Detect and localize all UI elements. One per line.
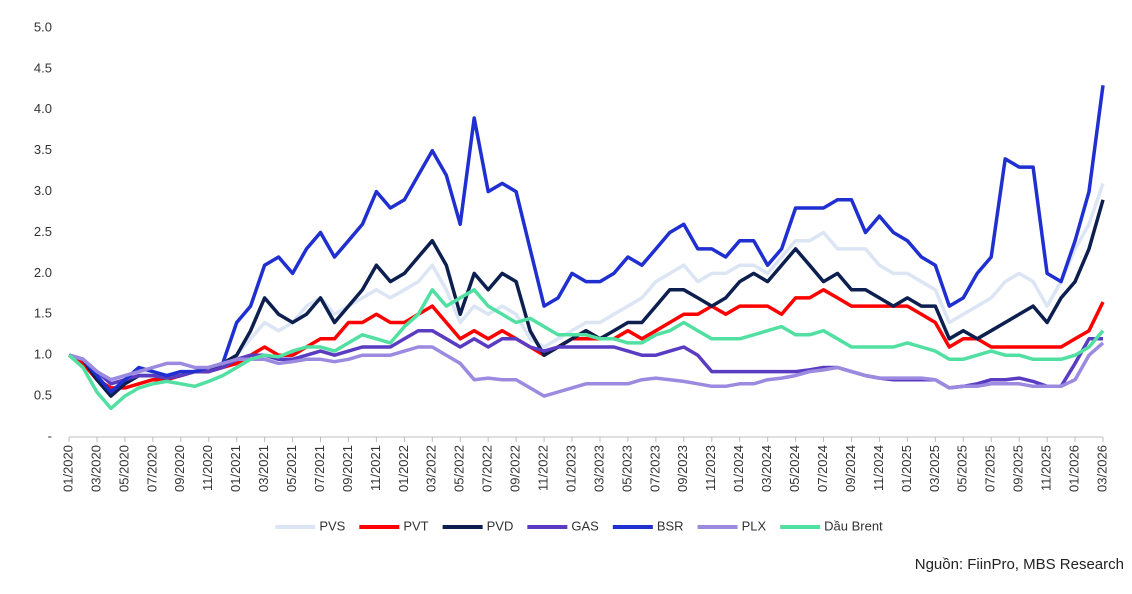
x-tick-label: 05/2025 <box>955 445 970 492</box>
legend-label: PVS <box>319 518 345 533</box>
x-tick-label: 05/2023 <box>619 445 634 492</box>
x-tick-label: 09/2023 <box>675 445 690 492</box>
x-tick-label: 03/2026 <box>1094 445 1109 492</box>
x-tick-label: 11/2023 <box>703 445 718 491</box>
series-line <box>68 85 1105 394</box>
x-tick-label: 01/2026 <box>1066 445 1081 492</box>
x-tick-label: 01/2024 <box>731 445 746 492</box>
x-tick-label: 07/2023 <box>647 445 662 492</box>
x-tick-label: 07/2024 <box>815 445 830 492</box>
x-tick-label: 01/2022 <box>396 445 411 492</box>
y-tick-label: 0.5 <box>34 388 52 403</box>
x-tick-label: 11/2024 <box>871 445 886 491</box>
source-note: Nguồn: FiinPro, MBS Research <box>915 556 1124 573</box>
x-tick-label: 11/2022 <box>536 445 551 491</box>
x-tick-label: 05/2020 <box>116 445 131 492</box>
y-tick-label: 3.5 <box>34 142 52 157</box>
x-tick-label: 01/2023 <box>563 445 578 492</box>
legend-label: GAS <box>571 518 599 533</box>
y-tick-label: 2.5 <box>34 224 52 239</box>
legend-label: PLX <box>742 518 767 533</box>
y-tick-label: - <box>48 428 52 443</box>
x-tick-label: 01/2021 <box>228 445 243 492</box>
x-tick-label: 11/2020 <box>200 445 215 491</box>
x-tick-label: 01/2020 <box>60 445 75 492</box>
x-tick-label: 07/2022 <box>480 445 495 492</box>
legend-label: BSR <box>657 518 684 533</box>
x-tick-label: 01/2025 <box>899 445 914 492</box>
x-tick-label: 11/2021 <box>368 445 383 491</box>
x-tick-label: 09/2021 <box>340 445 355 492</box>
y-tick-label: 2.0 <box>34 265 52 280</box>
x-tick-label: 03/2025 <box>927 445 942 492</box>
x-tick-label: 09/2024 <box>843 445 858 492</box>
x-tick-label: 09/2022 <box>508 445 523 492</box>
x-tick-label: 05/2021 <box>284 445 299 492</box>
y-tick-label: 3.0 <box>34 183 52 198</box>
x-tick-label: 03/2020 <box>88 445 103 492</box>
x-tick-label: 03/2024 <box>759 445 774 492</box>
x-tick-label: 05/2024 <box>787 445 802 492</box>
legend-label: PVT <box>403 518 428 533</box>
x-tick-label: 07/2021 <box>312 445 327 492</box>
x-tick-label: 07/2025 <box>983 445 998 492</box>
x-tick-label: 05/2022 <box>452 445 467 492</box>
x-tick-label: 03/2022 <box>424 445 439 492</box>
y-tick-label: 4.5 <box>34 60 52 75</box>
y-tick-label: 5.0 <box>34 19 52 34</box>
series-line <box>67 288 1105 411</box>
y-tick-label: 1.5 <box>34 306 52 321</box>
legend-label: Dầu Brent <box>824 518 883 533</box>
x-tick-label: 11/2025 <box>1039 445 1054 491</box>
legend-label: PVD <box>487 518 514 533</box>
x-tick-label: 07/2020 <box>144 445 159 492</box>
x-tick-label: 03/2023 <box>591 445 606 492</box>
x-tick-label: 09/2025 <box>1011 445 1026 492</box>
x-tick-label: 09/2020 <box>172 445 187 492</box>
y-tick-label: 4.0 <box>34 101 52 116</box>
y-tick-label: 1.0 <box>34 347 52 362</box>
series-line <box>68 199 1105 398</box>
x-tick-label: 03/2021 <box>256 445 271 492</box>
series-line <box>68 341 1105 398</box>
